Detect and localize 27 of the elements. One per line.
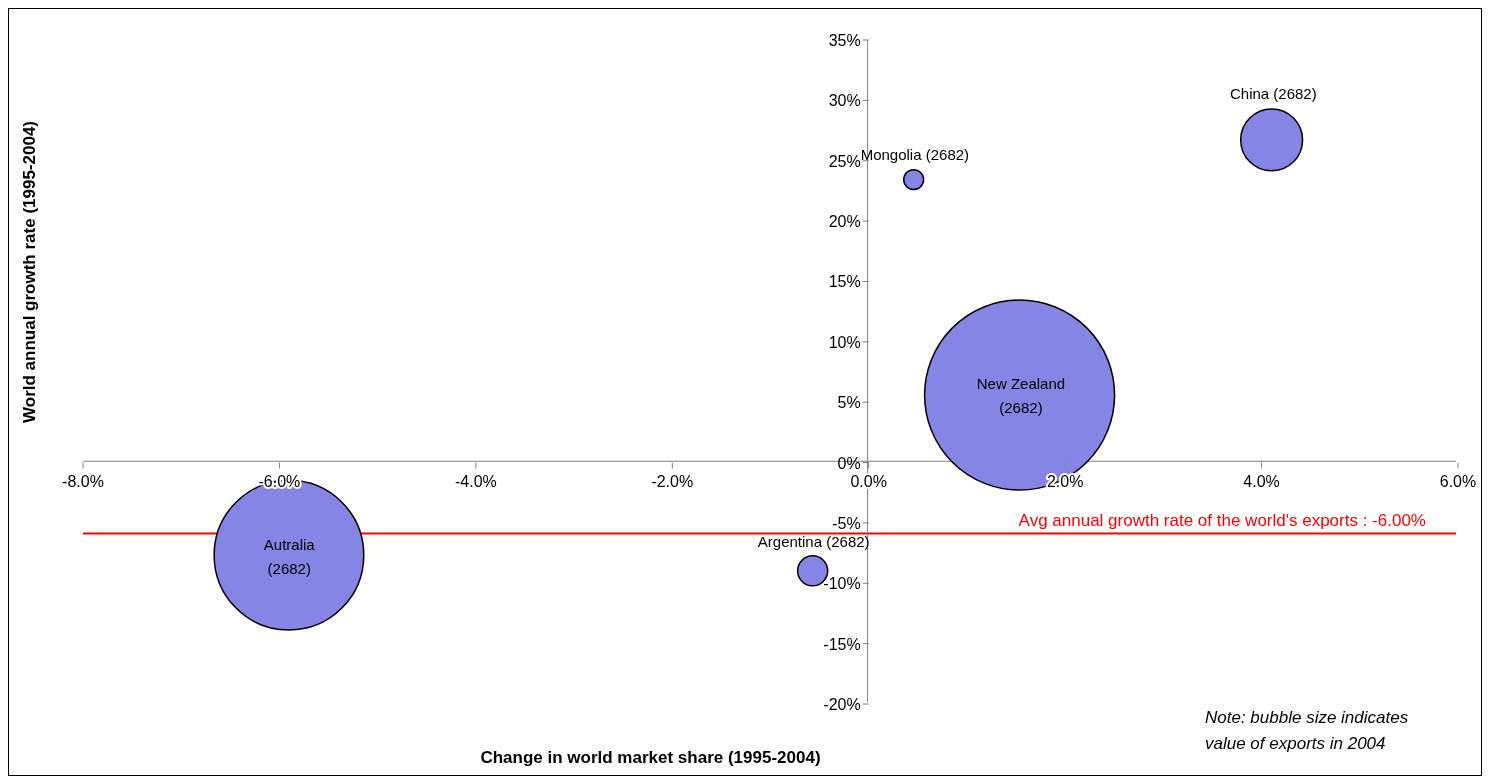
y-tick-label: 35% — [828, 32, 861, 49]
y-tick-label: 5% — [837, 394, 861, 412]
annotation: Argentina (2682) — [757, 533, 870, 551]
y-tick-label: 0% — [837, 454, 861, 472]
y-tick-label: 30% — [828, 92, 861, 110]
y-tick-label: -20% — [823, 696, 861, 713]
y-tick-label: -5% — [832, 514, 861, 532]
x-tick-label: -8.0% — [62, 472, 104, 490]
x-axis-title: Change in world market share (1995-2004) — [480, 748, 821, 767]
y-tick-label: 10% — [828, 333, 861, 351]
y-tick-label: 25% — [828, 152, 861, 170]
annotation: China (2682) — [1230, 85, 1317, 103]
x-tick-label: 4.0% — [1243, 472, 1280, 490]
y-tick-label: 20% — [828, 213, 861, 231]
x-tick-label: 6.0% — [1439, 472, 1477, 490]
annotation: Mongolia (2682) — [860, 146, 970, 164]
annotation: Autralia (2682) — [263, 535, 316, 577]
x-tick-label: -4.0% — [454, 472, 497, 490]
y-tick-label: 15% — [828, 273, 861, 291]
x-tick-label: 0.0% — [850, 472, 887, 490]
y-axis-title: World annual growth rate (1995-2004) — [20, 121, 39, 423]
ref-line-label: Avg annual growth rate of the world's exports : -6.00% — [1018, 511, 1426, 531]
y-tick-label: -10% — [823, 575, 861, 593]
text: Note: bubble size indicates value of exports in 2004 — [1205, 708, 1409, 753]
annotation: New Zealand (2682) — [976, 375, 1066, 417]
x-tick-label: -2.0% — [651, 472, 694, 490]
y-tick-label: -15% — [823, 635, 861, 653]
